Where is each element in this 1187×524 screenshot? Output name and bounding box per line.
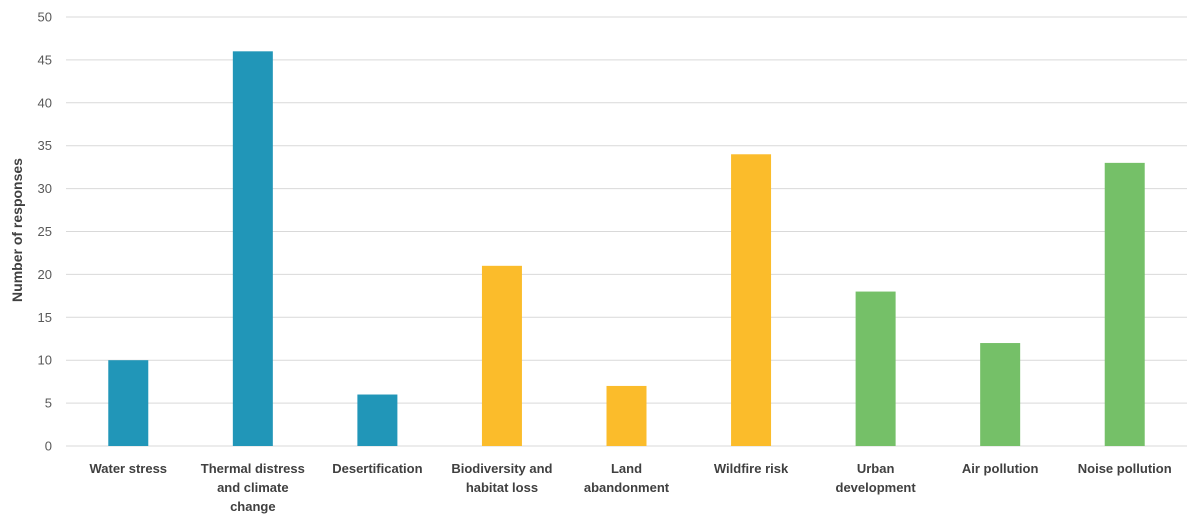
x-category-label-line: Land — [611, 461, 642, 476]
x-category-label-line: Thermal distress — [201, 461, 305, 476]
x-axis-categories: Water stress Thermal distress and climate c… — [89, 461, 1171, 514]
bar — [980, 343, 1021, 446]
bar — [606, 385, 647, 446]
bar — [855, 291, 896, 446]
y-tick-label: 20 — [38, 267, 52, 282]
x-category-label: Urban development — [836, 461, 917, 495]
bar — [1104, 162, 1145, 447]
y-tick-label: 35 — [38, 138, 52, 153]
x-category-label: Thermal distress and climate change — [201, 461, 305, 514]
y-tick-label: 10 — [38, 353, 52, 368]
bar — [232, 51, 273, 446]
y-tick-label: 25 — [38, 224, 52, 239]
x-category-label-line: change — [230, 499, 276, 514]
x-category-label-line: Water stress — [89, 461, 167, 476]
x-category-label-line: and climate — [217, 480, 289, 495]
x-category-label: Water stress — [89, 461, 167, 476]
bar — [108, 360, 149, 446]
y-tick-label: 50 — [38, 10, 52, 25]
x-category-label: Land abandonment — [584, 461, 670, 495]
bars — [108, 51, 1145, 447]
bar — [357, 394, 398, 446]
x-category-label-line: abandonment — [584, 480, 670, 495]
y-tick-label: 40 — [38, 95, 52, 110]
y-axis-ticks: 0 5 10 15 20 25 30 35 40 45 50 — [38, 10, 52, 454]
x-category-label-line: Noise pollution — [1078, 461, 1172, 476]
x-category-label: Desertification — [332, 461, 422, 476]
x-category-label-line: habitat loss — [466, 480, 538, 495]
y-tick-label: 45 — [38, 52, 52, 67]
x-category-label-line: Biodiversity and — [451, 461, 552, 476]
x-category-label-line: Urban — [857, 461, 895, 476]
y-tick-label: 0 — [45, 439, 52, 454]
x-category-label-line: Desertification — [332, 461, 422, 476]
x-category-label: Biodiversity and habitat loss — [451, 461, 552, 495]
y-tick-label: 15 — [38, 310, 52, 325]
y-tick-label: 5 — [45, 396, 52, 411]
bar — [731, 154, 772, 446]
x-category-label: Wildfire risk — [714, 461, 789, 476]
x-category-label-line: Air pollution — [962, 461, 1039, 476]
x-category-label: Noise pollution — [1078, 461, 1172, 476]
bar — [481, 265, 522, 446]
y-tick-label: 30 — [38, 181, 52, 196]
x-category-label-line: Wildfire risk — [714, 461, 789, 476]
x-category-label-line: development — [836, 480, 917, 495]
y-axis-label: Number of responses — [9, 158, 25, 302]
x-category-label: Air pollution — [962, 461, 1039, 476]
